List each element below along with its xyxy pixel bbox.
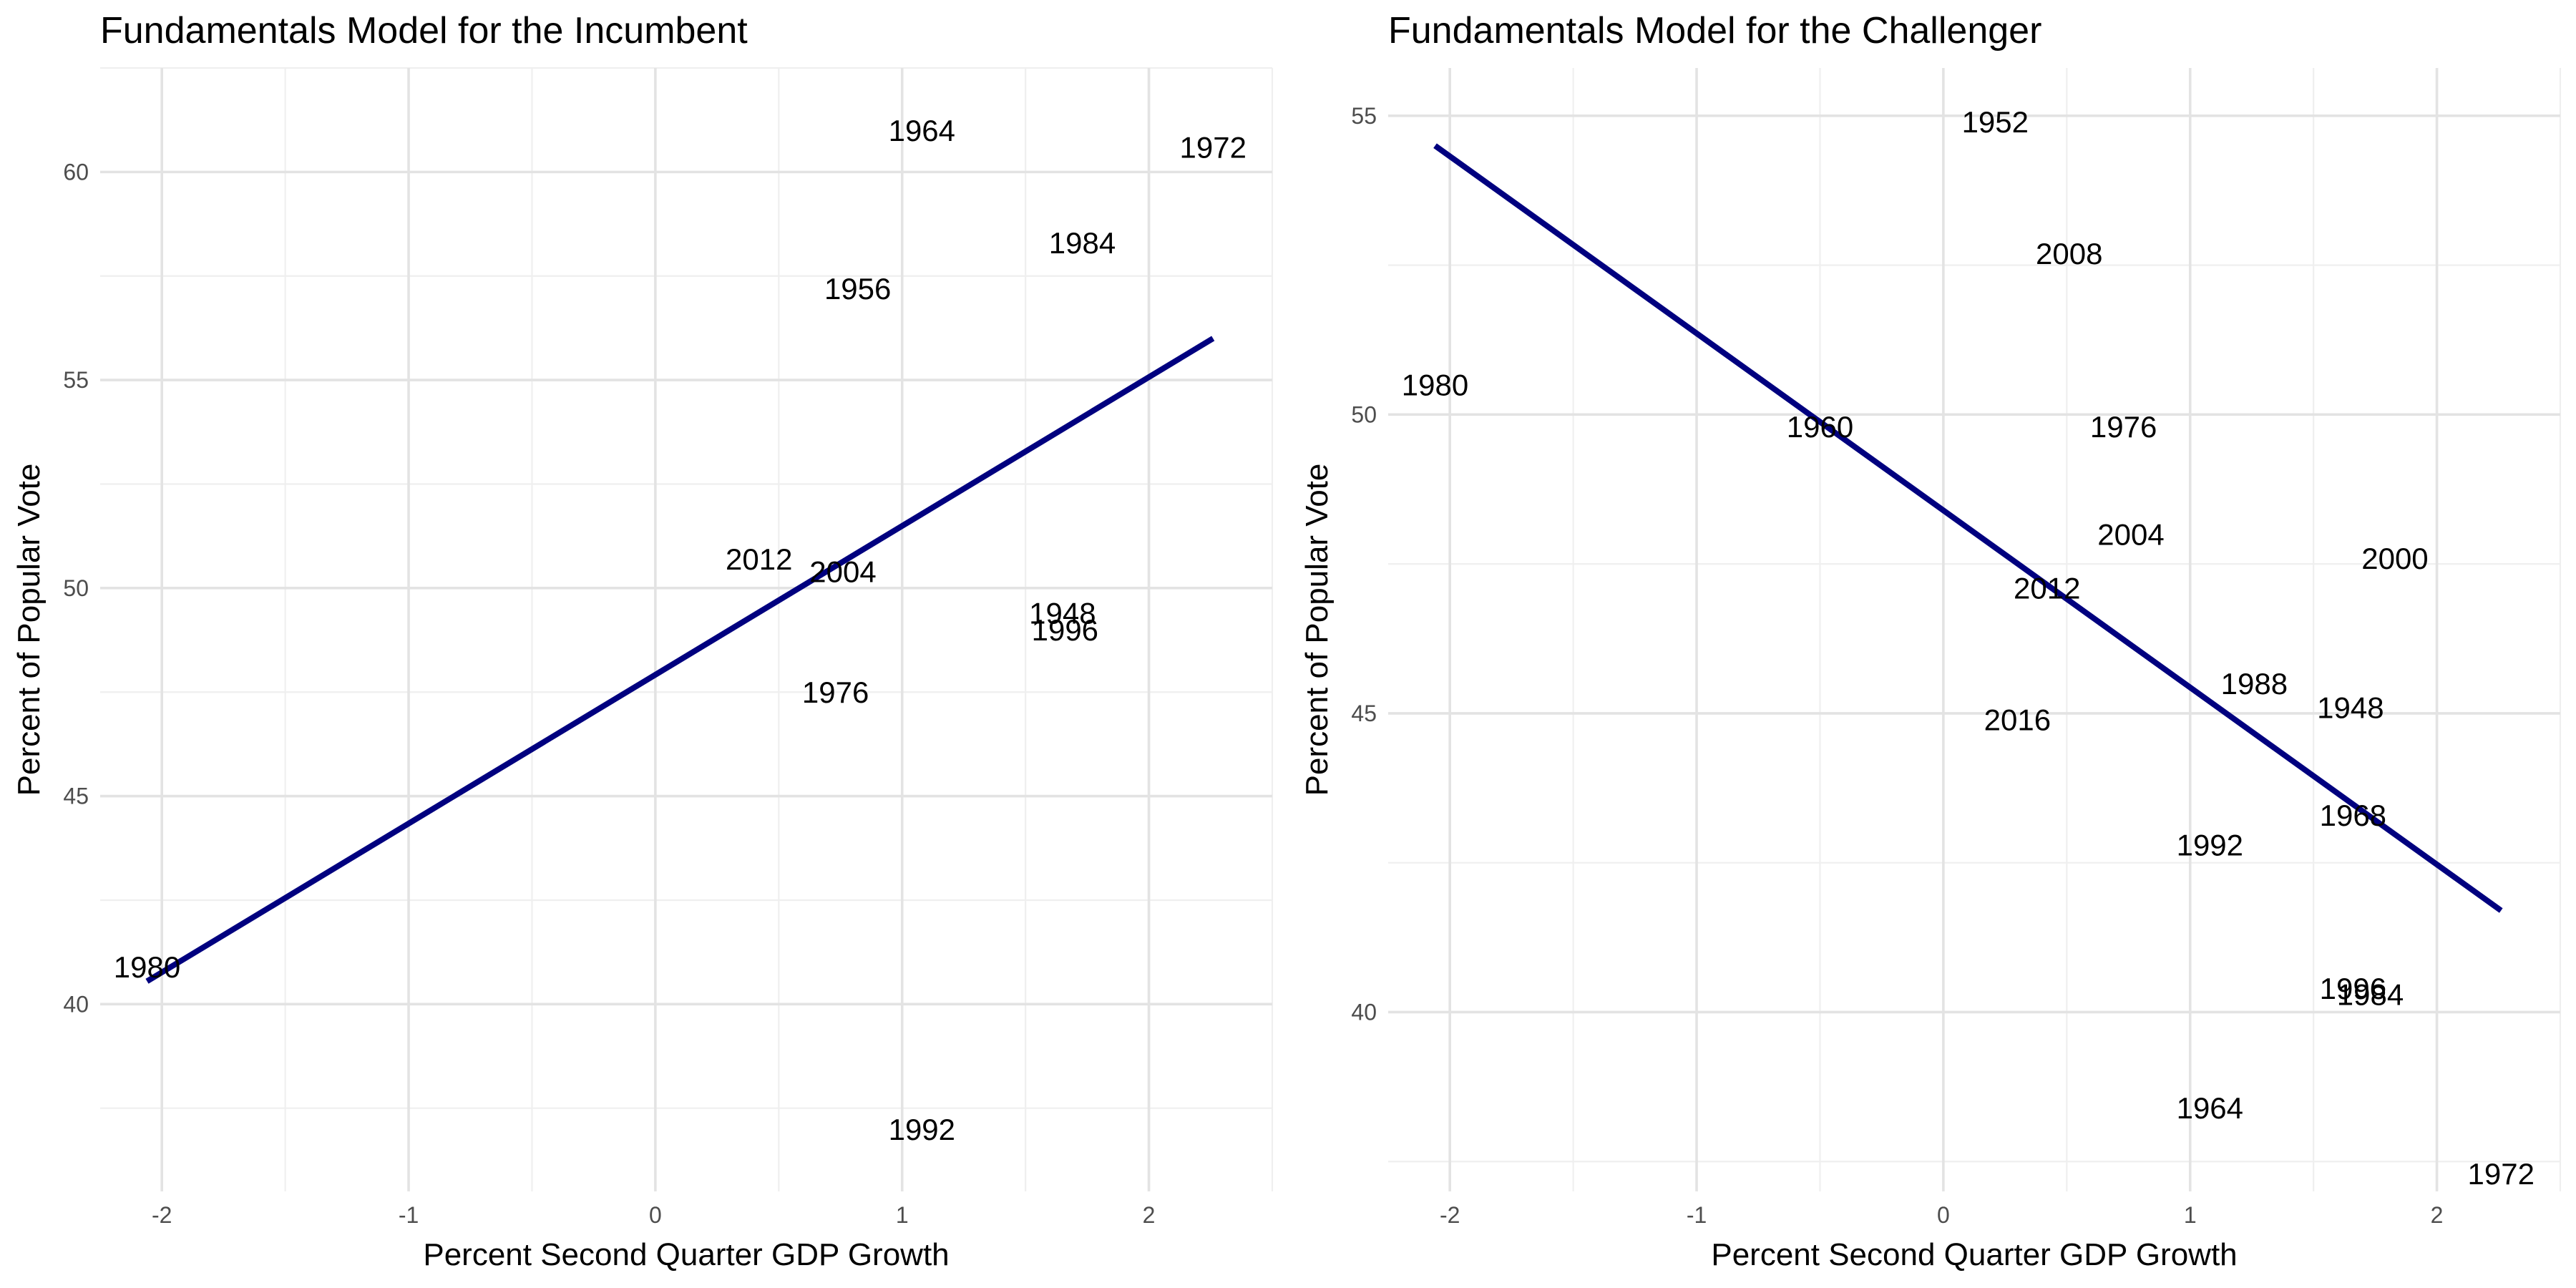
y-tick-label: 45 (1351, 701, 1377, 726)
y-tick-label: 55 (1351, 103, 1377, 129)
point-label: 1968 (2320, 799, 2386, 832)
point-label: 2016 (1984, 703, 2051, 736)
point-label: 1992 (889, 1113, 955, 1146)
x-tick-label: 0 (1937, 1202, 1950, 1228)
point-label: 1980 (1402, 369, 1468, 402)
y-tick-label: 55 (63, 367, 89, 393)
gridlines (100, 67, 1274, 1191)
point-label: 1984 (1049, 226, 1116, 260)
x-axis-title: Percent Second Quarter GDP Growth (1711, 1237, 2237, 1272)
y-tick-label: 45 (63, 784, 89, 809)
point-label: 1996 (2320, 972, 2386, 1005)
x-tick-label: -2 (1440, 1202, 1460, 1228)
point-label: 1964 (889, 114, 955, 147)
point-label: 1948 (1029, 597, 1096, 630)
point-label: 1952 (1962, 105, 2029, 139)
y-tick-label: 50 (63, 575, 89, 601)
fit-line (145, 336, 1215, 984)
point-label: 1948 (2317, 691, 2384, 725)
point-label: 1956 (824, 272, 891, 306)
y-axis-title: Percent of Popular Vote (1299, 464, 1335, 796)
panel-incumbent: -2 -1 0 1 2 40 45 50 55 60 1964 1972 1984 1956 2012 200… (11, 10, 1274, 1272)
point-label: 1988 (2221, 667, 2288, 701)
point-label: 1980 (114, 950, 180, 984)
x-tick-label: 2 (2431, 1202, 2444, 1228)
y-tick-label: 60 (63, 159, 89, 185)
point-label: 1960 (1787, 410, 1853, 444)
point-label: 2012 (726, 542, 792, 576)
chart-title: Fundamentals Model for the Incumbent (100, 10, 748, 52)
point-label: 2004 (2097, 517, 2164, 551)
x-tick-label: 2 (1143, 1202, 1156, 1228)
point-label: 1964 (2177, 1091, 2243, 1125)
point-label: 1972 (2468, 1157, 2534, 1191)
point-label: 1976 (2090, 410, 2157, 444)
x-tick-label: 0 (649, 1202, 662, 1228)
point-label: 1984 (2337, 977, 2404, 1011)
point-label: 2000 (2361, 542, 2428, 575)
point-label: 2012 (2014, 572, 2080, 605)
panel-challenger: -2 -1 0 1 2 40 45 50 55 1952 2008 1980 1960 1976 2004 2… (1299, 10, 2562, 1272)
fit-line (1433, 143, 2503, 913)
x-tick-label: -1 (1687, 1202, 1707, 1228)
point-label: 1992 (2177, 829, 2243, 862)
gridlines (1388, 68, 2562, 1191)
point-label: 1972 (1180, 130, 1246, 164)
y-axis-title: Percent of Popular Vote (11, 464, 47, 796)
y-tick-label: 50 (1351, 401, 1377, 427)
x-tick-label: 1 (2184, 1202, 2197, 1228)
point-label: 1996 (1032, 613, 1098, 647)
y-tick-label: 40 (1351, 999, 1377, 1025)
point-label: 2008 (2036, 237, 2102, 270)
point-label: 2004 (809, 555, 876, 589)
x-tick-label: -1 (399, 1202, 419, 1228)
x-tick-label: 1 (896, 1202, 909, 1228)
point-label: 1976 (802, 675, 869, 709)
x-axis-title: Percent Second Quarter GDP Growth (423, 1237, 949, 1272)
x-tick-label: -2 (152, 1202, 172, 1228)
y-tick-label: 40 (63, 991, 89, 1017)
chart-title: Fundamentals Model for the Challenger (1388, 10, 2041, 52)
